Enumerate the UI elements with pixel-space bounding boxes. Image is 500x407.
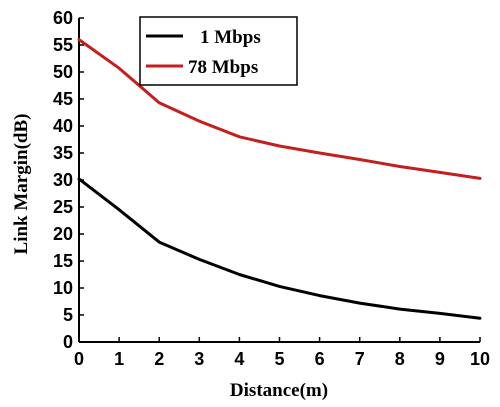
- y-tick-label: 10: [53, 278, 73, 298]
- y-tick-label: 60: [53, 8, 73, 28]
- x-tick-label: 8: [395, 349, 405, 369]
- x-axis-title: Distance(m): [230, 380, 328, 401]
- x-tick-label: 2: [154, 349, 164, 369]
- legend-label-78mbps: 78 Mbps: [188, 57, 258, 78]
- x-tick-label: 5: [274, 349, 284, 369]
- x-tick-label: 7: [355, 349, 365, 369]
- x-tick-label: 6: [315, 349, 325, 369]
- x-tick-label: 10: [470, 349, 490, 369]
- x-tick-label: 4: [234, 349, 244, 369]
- series-line-78-mbps: [77, 38, 482, 180]
- legend: 1 Mbps 78 Mbps: [139, 16, 298, 86]
- y-axis-ticks: 0 5 10 15 20 25 30 35 40 45 50 55 60: [53, 8, 84, 352]
- y-tick-label: 0: [63, 332, 73, 352]
- y-tick-label: 35: [53, 143, 73, 163]
- x-axis-ticks: 0 1 2 3 4 5 6 7 8 9 10: [74, 337, 490, 369]
- y-axis-title: Link Margin(dB): [11, 114, 32, 255]
- y-tick-label: 40: [53, 116, 73, 136]
- series-line-1-mbps: [77, 177, 482, 320]
- x-tick-label: 9: [435, 349, 445, 369]
- y-tick-label: 45: [53, 89, 73, 109]
- y-tick-label: 15: [53, 251, 73, 271]
- legend-box: [139, 16, 298, 86]
- legend-label-1mbps: 1 Mbps: [200, 27, 261, 48]
- x-tick-label: 0: [74, 349, 84, 369]
- x-tick-label: 3: [194, 349, 204, 369]
- y-tick-label: 25: [53, 197, 73, 217]
- series-lines: [77, 38, 482, 320]
- y-tick-label: 5: [63, 305, 73, 325]
- y-tick-label: 30: [53, 170, 73, 190]
- y-tick-label: 20: [53, 224, 73, 244]
- x-tick-label: 1: [114, 349, 124, 369]
- y-tick-label: 55: [53, 35, 73, 55]
- y-tick-label: 50: [53, 62, 73, 82]
